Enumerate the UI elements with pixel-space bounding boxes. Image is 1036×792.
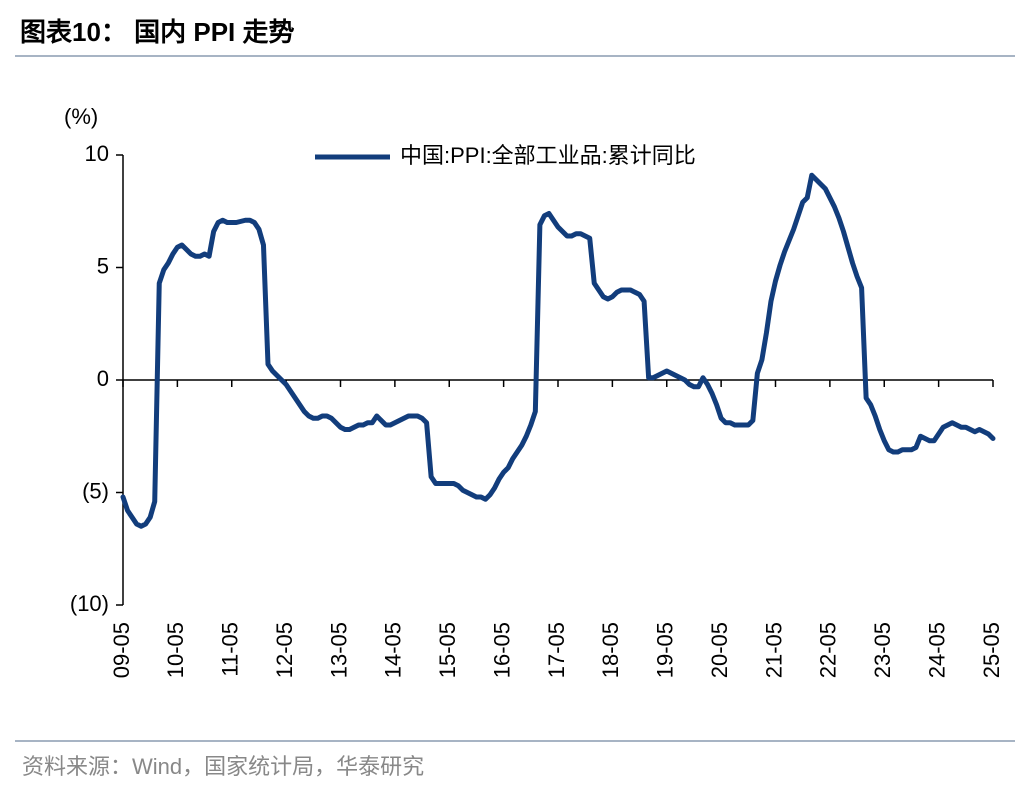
x-tick-label: 15-05 [435, 622, 460, 678]
x-tick-label: 16-05 [489, 622, 514, 678]
x-tick-label: 25-05 [979, 622, 1004, 678]
x-tick-label: 10-05 [163, 622, 188, 678]
x-tick-label: 18-05 [598, 622, 623, 678]
x-tick-label: 19-05 [653, 622, 678, 678]
y-tick-label: 0 [97, 366, 109, 391]
x-tick-label: 22-05 [816, 622, 841, 678]
x-tick-label: 13-05 [326, 622, 351, 678]
series-line [120, 172, 996, 529]
x-tick-label: 23-05 [870, 622, 895, 678]
x-tick-label: 14-05 [381, 622, 406, 678]
y-tick-label: (5) [82, 478, 109, 503]
y-tick-label: 5 [97, 253, 109, 278]
legend-label: 中国:PPI:全部工业品:累计同比 [400, 143, 696, 168]
y-axis-label: (%) [64, 104, 98, 129]
x-tick-label: 11-05 [218, 622, 243, 677]
y-tick-label: 10 [85, 141, 109, 166]
x-tick-label: 20-05 [707, 622, 732, 678]
x-tick-label: 12-05 [272, 622, 297, 678]
x-tick-label: 17-05 [544, 622, 569, 678]
x-tick-label: 24-05 [924, 622, 949, 678]
chart-title: 图表10： 国内 PPI 走势 [20, 17, 295, 47]
source-note: 资料来源：Wind，国家统计局，华泰研究 [22, 754, 424, 779]
x-tick-label: 21-05 [761, 622, 786, 678]
x-tick-label: 09-05 [109, 622, 134, 678]
y-tick-label: (10) [70, 591, 109, 616]
